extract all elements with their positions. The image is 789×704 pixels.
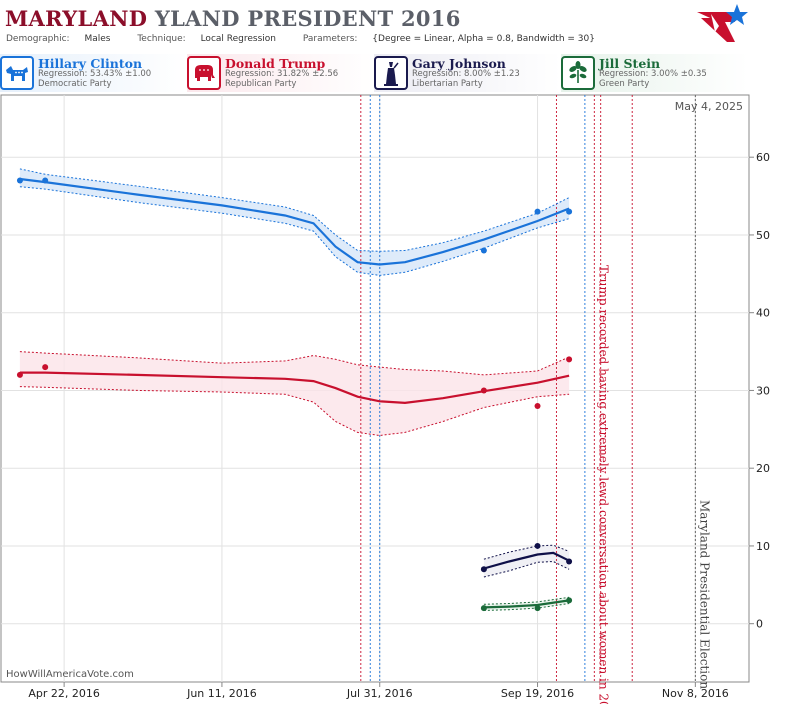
leaf-icon bbox=[561, 56, 595, 90]
parameters-value: {Degree = Linear, Alpha = 0.8, Bandwidth… bbox=[372, 34, 595, 44]
poll-point bbox=[480, 247, 487, 254]
regression-line bbox=[19, 177, 570, 266]
poll-point bbox=[534, 402, 541, 409]
page-title: MARYLAND YLAND PRESIDENT 2016 bbox=[5, 6, 461, 31]
candidate-card-stein[interactable]: Jill Stein Regression: 3.00% ±0.35 Green… bbox=[561, 54, 748, 92]
y-tick-label: 40 bbox=[756, 307, 770, 320]
candidate-legend: Hillary Clinton Regression: 53.43% ±1.00… bbox=[0, 54, 749, 92]
poll-point bbox=[16, 177, 23, 184]
header: MARYLAND YLAND PRESIDENT 2016 Demographi… bbox=[0, 0, 789, 50]
band-upper-line bbox=[19, 351, 570, 376]
candidate-card-clinton[interactable]: Hillary Clinton Regression: 53.43% ±1.00… bbox=[0, 54, 187, 92]
liberty-statue-icon bbox=[374, 56, 408, 90]
site-logo-icon bbox=[697, 4, 748, 42]
demographic-label: Demographic: bbox=[6, 34, 70, 44]
candidate-party: Democratic Party bbox=[38, 79, 112, 89]
event-annotation: Maryland Presidential Election bbox=[697, 500, 711, 689]
candidate-card-trump[interactable]: Donald Trump Regression: 31.82% ±2.56 Re… bbox=[187, 54, 374, 92]
x-tick-label: Apr 22, 2016 bbox=[28, 687, 100, 700]
candidate-card-johnson[interactable]: Gary Johnson Regression: 8.00% ±1.23 Lib… bbox=[374, 54, 561, 92]
band-lower-line bbox=[19, 186, 570, 276]
poll-point bbox=[16, 371, 23, 378]
regression-line bbox=[483, 551, 570, 570]
y-tick-label: 20 bbox=[756, 462, 770, 475]
poll-point bbox=[42, 364, 49, 371]
poll-point bbox=[566, 356, 573, 363]
poll-point bbox=[566, 597, 573, 604]
poll-point bbox=[480, 605, 487, 612]
poll-point bbox=[566, 208, 573, 215]
y-tick-label: 0 bbox=[756, 618, 763, 631]
chart-date-label: May 4, 2025 bbox=[675, 100, 743, 113]
poll-point bbox=[534, 605, 541, 612]
technique-label: Technique: bbox=[137, 34, 186, 44]
band-upper-line bbox=[19, 168, 570, 252]
band-upper-line bbox=[483, 544, 570, 560]
event-lines bbox=[360, 95, 696, 682]
elephant-icon bbox=[187, 56, 221, 90]
candidate-regression: Regression: 31.82% ±2.56 bbox=[225, 69, 339, 79]
x-tick-label: Jul 31, 2016 bbox=[346, 687, 413, 700]
poll-point bbox=[534, 208, 541, 215]
confidence-band bbox=[19, 168, 570, 276]
y-tick-label: 50 bbox=[756, 229, 770, 242]
title-state: MARYLAND bbox=[5, 6, 148, 31]
candidate-name: Jill Stein bbox=[599, 56, 661, 71]
candidate-party: Republican Party bbox=[225, 79, 297, 89]
labels: May 4, 2025 HowWillAmericaVote.com Trump… bbox=[6, 100, 743, 704]
demographic-value: Males bbox=[84, 34, 111, 44]
candidate-regression: Regression: 8.00% ±1.23 bbox=[412, 69, 520, 79]
candidate-name: Donald Trump bbox=[225, 56, 326, 71]
regression-line bbox=[19, 371, 570, 405]
regression-line bbox=[483, 599, 570, 609]
parameters-label: Parameters: bbox=[302, 34, 358, 44]
x-tick-label: Jun 11, 2016 bbox=[186, 687, 257, 700]
title-rest: YLAND PRESIDENT 2016 bbox=[154, 6, 461, 31]
poll-point bbox=[480, 566, 487, 573]
candidate-name: Hillary Clinton bbox=[38, 56, 143, 71]
candidate-regression: Regression: 3.00% ±0.35 bbox=[599, 69, 707, 79]
band-lower-line bbox=[19, 386, 570, 437]
band-lower-line bbox=[483, 603, 570, 611]
y-tick-label: 30 bbox=[756, 384, 770, 397]
watermark: HowWillAmericaVote.com bbox=[6, 669, 134, 680]
parameters-line: Demographic: Males Technique: Local Regr… bbox=[6, 34, 619, 44]
poll-points bbox=[16, 177, 573, 612]
candidate-party: Green Party bbox=[599, 79, 650, 89]
poll-point bbox=[480, 387, 487, 394]
confidence-band bbox=[19, 351, 570, 436]
candidate-party: Libertarian Party bbox=[412, 79, 483, 89]
axes: 0 10 20 30 40 50 60 Apr 22, 2016 Jun 11, 2016 Jul… bbox=[28, 151, 770, 700]
poll-point bbox=[566, 558, 573, 565]
poll-point bbox=[534, 542, 541, 549]
y-tick-label: 60 bbox=[756, 151, 770, 164]
band-lower-line bbox=[483, 560, 570, 578]
band-upper-line bbox=[483, 596, 570, 605]
candidate-name: Gary Johnson bbox=[412, 56, 506, 71]
candidate-regression: Regression: 53.43% ±1.00 bbox=[38, 69, 152, 79]
x-tick-label: Sep 19, 2016 bbox=[501, 687, 574, 700]
poll-point bbox=[42, 177, 49, 184]
event-annotation: Trump recorded having extremely lewd con… bbox=[596, 265, 610, 704]
series-lines bbox=[19, 168, 570, 611]
x-tick-label: Nov 8, 2016 bbox=[662, 687, 729, 700]
technique-value: Local Regression bbox=[200, 34, 276, 44]
y-tick-label: 10 bbox=[756, 540, 770, 553]
donkey-icon bbox=[0, 56, 34, 90]
